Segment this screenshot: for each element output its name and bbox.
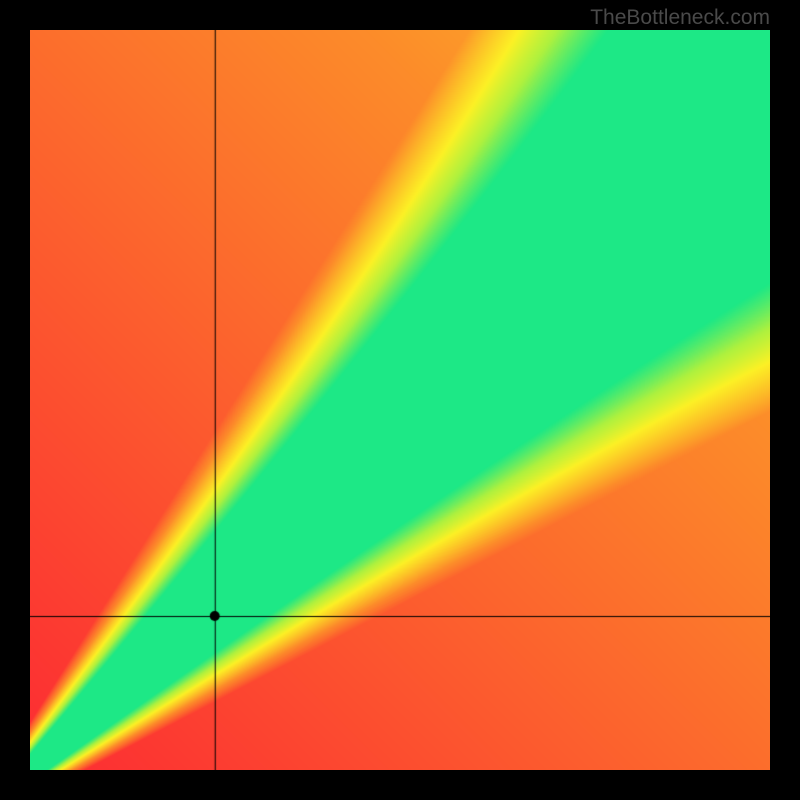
chart-container: TheBottleneck.com bbox=[0, 0, 800, 800]
heatmap-canvas bbox=[30, 30, 770, 770]
plot-area bbox=[30, 30, 770, 770]
watermark-label: TheBottleneck.com bbox=[590, 6, 770, 30]
